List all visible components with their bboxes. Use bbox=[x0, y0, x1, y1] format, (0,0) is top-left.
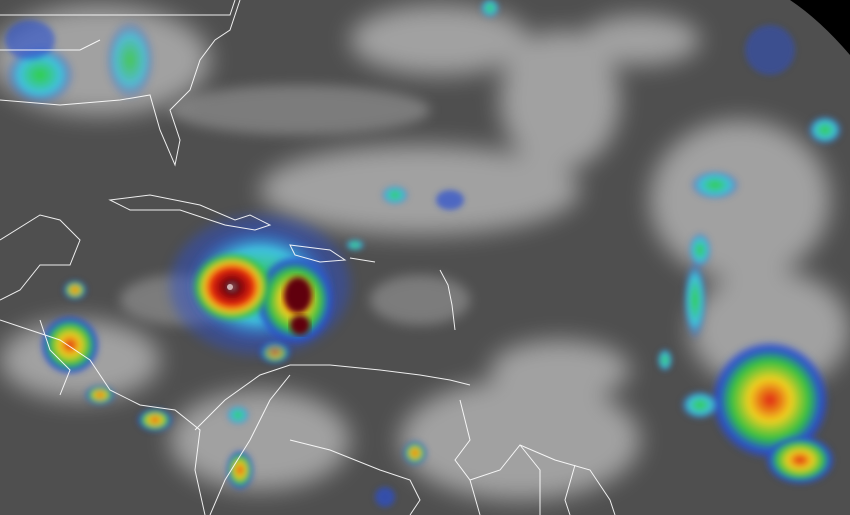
convection-cells bbox=[5, 0, 843, 507]
space-corner bbox=[790, 0, 850, 55]
coastlines bbox=[0, 0, 616, 515]
hurricane bbox=[170, 215, 350, 355]
hurricane-eye bbox=[227, 284, 233, 290]
